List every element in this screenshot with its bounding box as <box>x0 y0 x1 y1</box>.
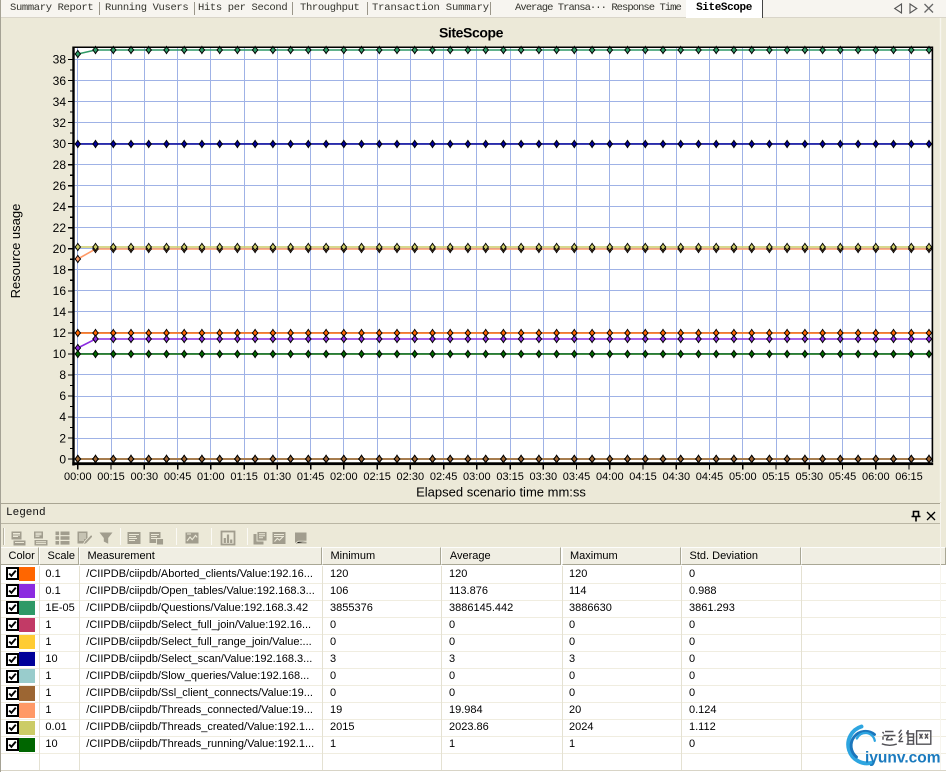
svg-text:03:45: 03:45 <box>563 471 591 483</box>
svg-text:03:30: 03:30 <box>530 471 558 483</box>
svg-text:00:30: 00:30 <box>131 471 159 483</box>
svg-text:03:15: 03:15 <box>496 471 524 483</box>
svg-text:02:45: 02:45 <box>430 471 458 483</box>
svg-text:02:00: 02:00 <box>330 471 358 483</box>
svg-text:0: 0 <box>59 452 66 466</box>
svg-text:05:00: 05:00 <box>729 471 757 483</box>
svg-text:36: 36 <box>53 74 67 88</box>
svg-text:Resource usage: Resource usage <box>8 204 23 299</box>
svg-text:30: 30 <box>53 137 67 151</box>
svg-text:SiteScope: SiteScope <box>439 25 504 41</box>
svg-text:05:15: 05:15 <box>762 471 790 483</box>
svg-text:12: 12 <box>53 326 67 340</box>
svg-text:4: 4 <box>59 410 66 424</box>
svg-text:01:15: 01:15 <box>230 471 258 483</box>
svg-text:03:00: 03:00 <box>463 471 491 483</box>
svg-text:04:45: 04:45 <box>696 471 724 483</box>
svg-text:06:15: 06:15 <box>895 471 923 483</box>
svg-text:Elapsed scenario time mm:ss: Elapsed scenario time mm:ss <box>416 485 586 500</box>
svg-text:04:30: 04:30 <box>663 471 691 483</box>
svg-text:04:00: 04:00 <box>596 471 624 483</box>
svg-text:06:00: 06:00 <box>862 471 890 483</box>
svg-text:02:30: 02:30 <box>397 471 425 483</box>
svg-text:38: 38 <box>53 53 67 67</box>
svg-text:2: 2 <box>59 431 66 445</box>
svg-text:24: 24 <box>53 200 67 214</box>
svg-text:16: 16 <box>53 284 67 298</box>
svg-text:04:15: 04:15 <box>629 471 657 483</box>
svg-text:26: 26 <box>53 179 67 193</box>
svg-text:28: 28 <box>53 158 67 172</box>
svg-text:10: 10 <box>53 347 67 361</box>
svg-text:6: 6 <box>59 389 66 403</box>
svg-text:01:00: 01:00 <box>197 471 225 483</box>
svg-text:32: 32 <box>53 116 67 130</box>
svg-text:8: 8 <box>59 368 66 382</box>
svg-text:02:15: 02:15 <box>363 471 391 483</box>
svg-text:00:00: 00:00 <box>64 471 92 483</box>
svg-text:20: 20 <box>53 242 67 256</box>
svg-text:34: 34 <box>53 95 67 109</box>
svg-text:05:30: 05:30 <box>796 471 824 483</box>
svg-text:00:45: 00:45 <box>164 471 192 483</box>
svg-text:14: 14 <box>53 305 67 319</box>
svg-text:05:45: 05:45 <box>829 471 857 483</box>
svg-text:18: 18 <box>53 263 67 277</box>
svg-text:01:45: 01:45 <box>297 471 325 483</box>
svg-text:00:15: 00:15 <box>97 471 125 483</box>
svg-text:iyunv.com: iyunv.com <box>865 750 941 767</box>
svg-text:22: 22 <box>53 221 67 235</box>
svg-text:01:30: 01:30 <box>264 471 292 483</box>
